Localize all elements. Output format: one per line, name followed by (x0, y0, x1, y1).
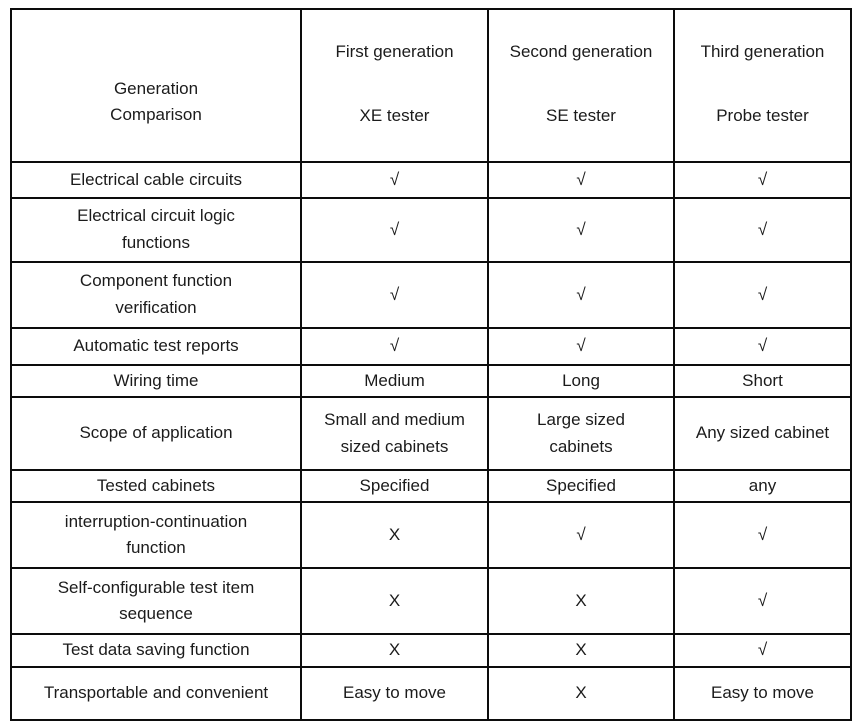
cell-value: √ (300, 160, 489, 199)
column-header-generation-label: First generation (335, 42, 454, 62)
row-label: Transportable and convenient (10, 665, 302, 721)
cell-value: √ (673, 260, 852, 329)
header-row: Generation Comparison First generation XE… (10, 8, 852, 163)
row-label: Electrical circuit logic functions (10, 196, 302, 263)
cell-value: √ (487, 326, 675, 366)
cell-value: √ (673, 196, 852, 263)
corner-header-cell: Generation Comparison (10, 8, 302, 163)
cell-value: √ (487, 260, 675, 329)
cell-value: any (673, 469, 852, 504)
cell-value: Short (673, 363, 852, 399)
cell-value: X (300, 567, 489, 636)
cell-value: √ (673, 501, 852, 570)
column-header-text: Third generation Probe tester (683, 37, 842, 133)
corner-header-line1: Generation (113, 78, 199, 98)
column-header-text: Second generation SE tester (497, 37, 665, 133)
row-label: interruption-continuation function (10, 501, 302, 570)
cell-value: √ (487, 501, 675, 570)
corner-header-text: Generation Comparison (20, 38, 292, 132)
cell-value: √ (300, 260, 489, 329)
table-row: Self-configurable test item sequence X X √ (10, 567, 852, 636)
cell-value: X (300, 501, 489, 570)
table-row: Wiring time Medium Long Short (10, 363, 852, 399)
column-header-generation-label: Second generation (509, 42, 653, 62)
cell-value: Large sized cabinets (487, 396, 675, 472)
cell-value: X (487, 633, 675, 668)
table-row: Component function verification √ √ √ (10, 260, 852, 329)
comparison-document-page: Generation Comparison First generation XE… (10, 8, 852, 721)
row-label: Electrical cable circuits (10, 160, 302, 199)
cell-value: Long (487, 363, 675, 399)
column-header-generation-2: Second generation SE tester (487, 8, 675, 163)
table-row: Test data saving function X X √ (10, 633, 852, 668)
row-label: Component function verification (10, 260, 302, 329)
column-header-generation-label: Third generation (700, 42, 825, 62)
column-header-generation-1: First generation XE tester (300, 8, 489, 163)
cell-value: √ (673, 160, 852, 199)
row-label: Self-configurable test item sequence (10, 567, 302, 636)
column-header-generation-3: Third generation Probe tester (673, 8, 852, 163)
table-row: interruption-continuation function X √ √ (10, 501, 852, 570)
table-row: Electrical cable circuits √ √ √ (10, 160, 852, 199)
table-row: Automatic test reports √ √ √ (10, 326, 852, 366)
row-label: Scope of application (10, 396, 302, 472)
row-label: Test data saving function (10, 633, 302, 668)
cell-value: √ (487, 160, 675, 199)
cell-value: X (487, 665, 675, 721)
cell-value: √ (300, 326, 489, 366)
cell-value: X (300, 633, 489, 668)
cell-value: Any sized cabinet (673, 396, 852, 472)
cell-value: √ (673, 326, 852, 366)
cell-value: √ (300, 196, 489, 263)
cell-value: √ (487, 196, 675, 263)
cell-value: Easy to move (300, 665, 489, 721)
row-label: Automatic test reports (10, 326, 302, 366)
cell-value: Small and medium sized cabinets (300, 396, 489, 472)
cell-value: √ (673, 567, 852, 636)
row-label: Tested cabinets (10, 469, 302, 504)
column-header-tester-label: SE tester (546, 106, 616, 125)
column-header-tester-label: Probe tester (716, 106, 809, 125)
cell-value: Specified (487, 469, 675, 504)
row-label: Wiring time (10, 363, 302, 399)
cell-value: X (487, 567, 675, 636)
column-header-tester-label: XE tester (359, 106, 430, 125)
cell-value: Specified (300, 469, 489, 504)
table-row: Scope of application Small and medium siz… (10, 396, 852, 472)
corner-header-line2: Comparison (110, 105, 202, 124)
generation-comparison-table: Generation Comparison First generation XE… (10, 8, 852, 721)
column-header-text: First generation XE tester (310, 37, 479, 133)
cell-value: √ (673, 633, 852, 668)
table-row: Transportable and convenient Easy to move… (10, 665, 852, 721)
cell-value: Medium (300, 363, 489, 399)
table-row: Electrical circuit logic functions √ √ √ (10, 196, 852, 263)
table-row: Tested cabinets Specified Specified any (10, 469, 852, 504)
cell-value: Easy to move (673, 665, 852, 721)
